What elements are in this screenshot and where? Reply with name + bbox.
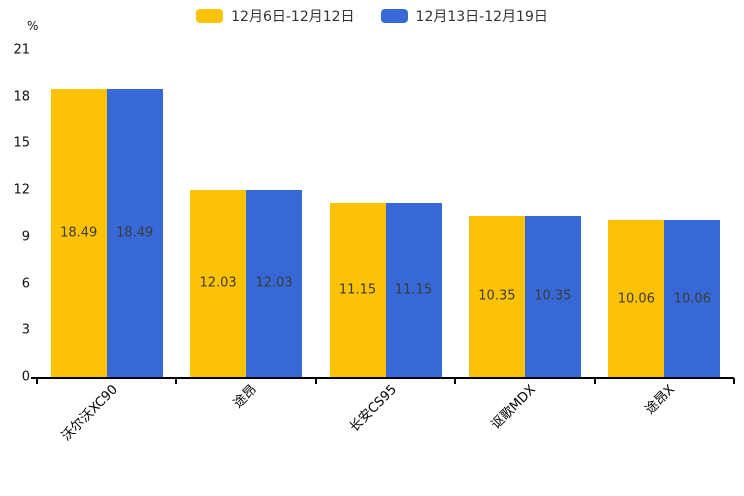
bar-series-0: 10.35 [468,215,525,377]
x-category-label: 途昂 [230,382,260,412]
bar-value-label: 10.35 [534,288,572,304]
y-tick-label: 21 [13,42,30,58]
bar-value-label: 10.35 [478,288,516,304]
bar-value-label: 12.03 [255,275,293,291]
bar-series-1: 10.06 [664,220,721,377]
bar-series-0: 11.15 [329,203,386,377]
x-category-label: 途昂X [642,382,679,418]
bar-series-1: 11.15 [385,203,442,377]
bar-value-label: 11.15 [394,282,433,298]
legend-label: 12月6日-12月12日 [231,9,355,25]
legend-item-1[interactable]: 12月13日-12月19日 [380,6,548,26]
bar-series-0: 18.49 [50,89,107,377]
y-zero-tick [31,377,37,379]
bar-value-label: 10.06 [673,291,711,307]
x-axis-tick [175,378,178,384]
y-tick-label: 12 [13,182,30,198]
legend-label: 12月13日-12月19日 [415,9,548,25]
legend-item-0[interactable]: 12月6日-12月12日 [196,6,355,26]
x-axis-tick [733,378,735,384]
y-tick-label: 9 [21,229,30,245]
x-category-label: 长安CS95 [346,382,400,436]
bar-series-0: 12.03 [190,189,247,377]
x-category-label: 讴歌MDX [488,382,539,433]
x-axis-tick [454,378,457,384]
y-axis-unit-label: % [27,19,39,33]
x-axis-tick [593,378,596,384]
x-category-label: 沃尔沃XC90 [58,382,121,445]
x-axis-tick [314,378,317,384]
bar-value-label: 18.49 [116,225,154,241]
y-tick-label: 3 [21,322,30,338]
bar-series-1: 12.03 [246,189,303,377]
legend-swatch-icon [196,9,224,23]
bar-series-0: 10.06 [608,220,665,377]
y-tick-label: 15 [13,135,30,151]
bar-value-label: 12.03 [199,275,237,291]
y-tick-label: 0 [21,369,30,385]
y-tick-label: 18 [13,89,30,105]
bar-series-1: 18.49 [106,89,163,377]
y-tick-label: 6 [21,276,30,292]
bar-value-label: 10.06 [617,291,655,307]
x-axis-tick [36,378,38,384]
legend-swatch-icon [380,9,408,23]
legend: 12月6日-12月12日 12月13日-12月19日 [0,6,744,26]
x-axis-line [37,377,734,379]
bar-series-1: 10.35 [524,215,581,377]
bar-value-label: 18.49 [60,225,98,241]
bar-value-label: 11.15 [338,282,377,298]
